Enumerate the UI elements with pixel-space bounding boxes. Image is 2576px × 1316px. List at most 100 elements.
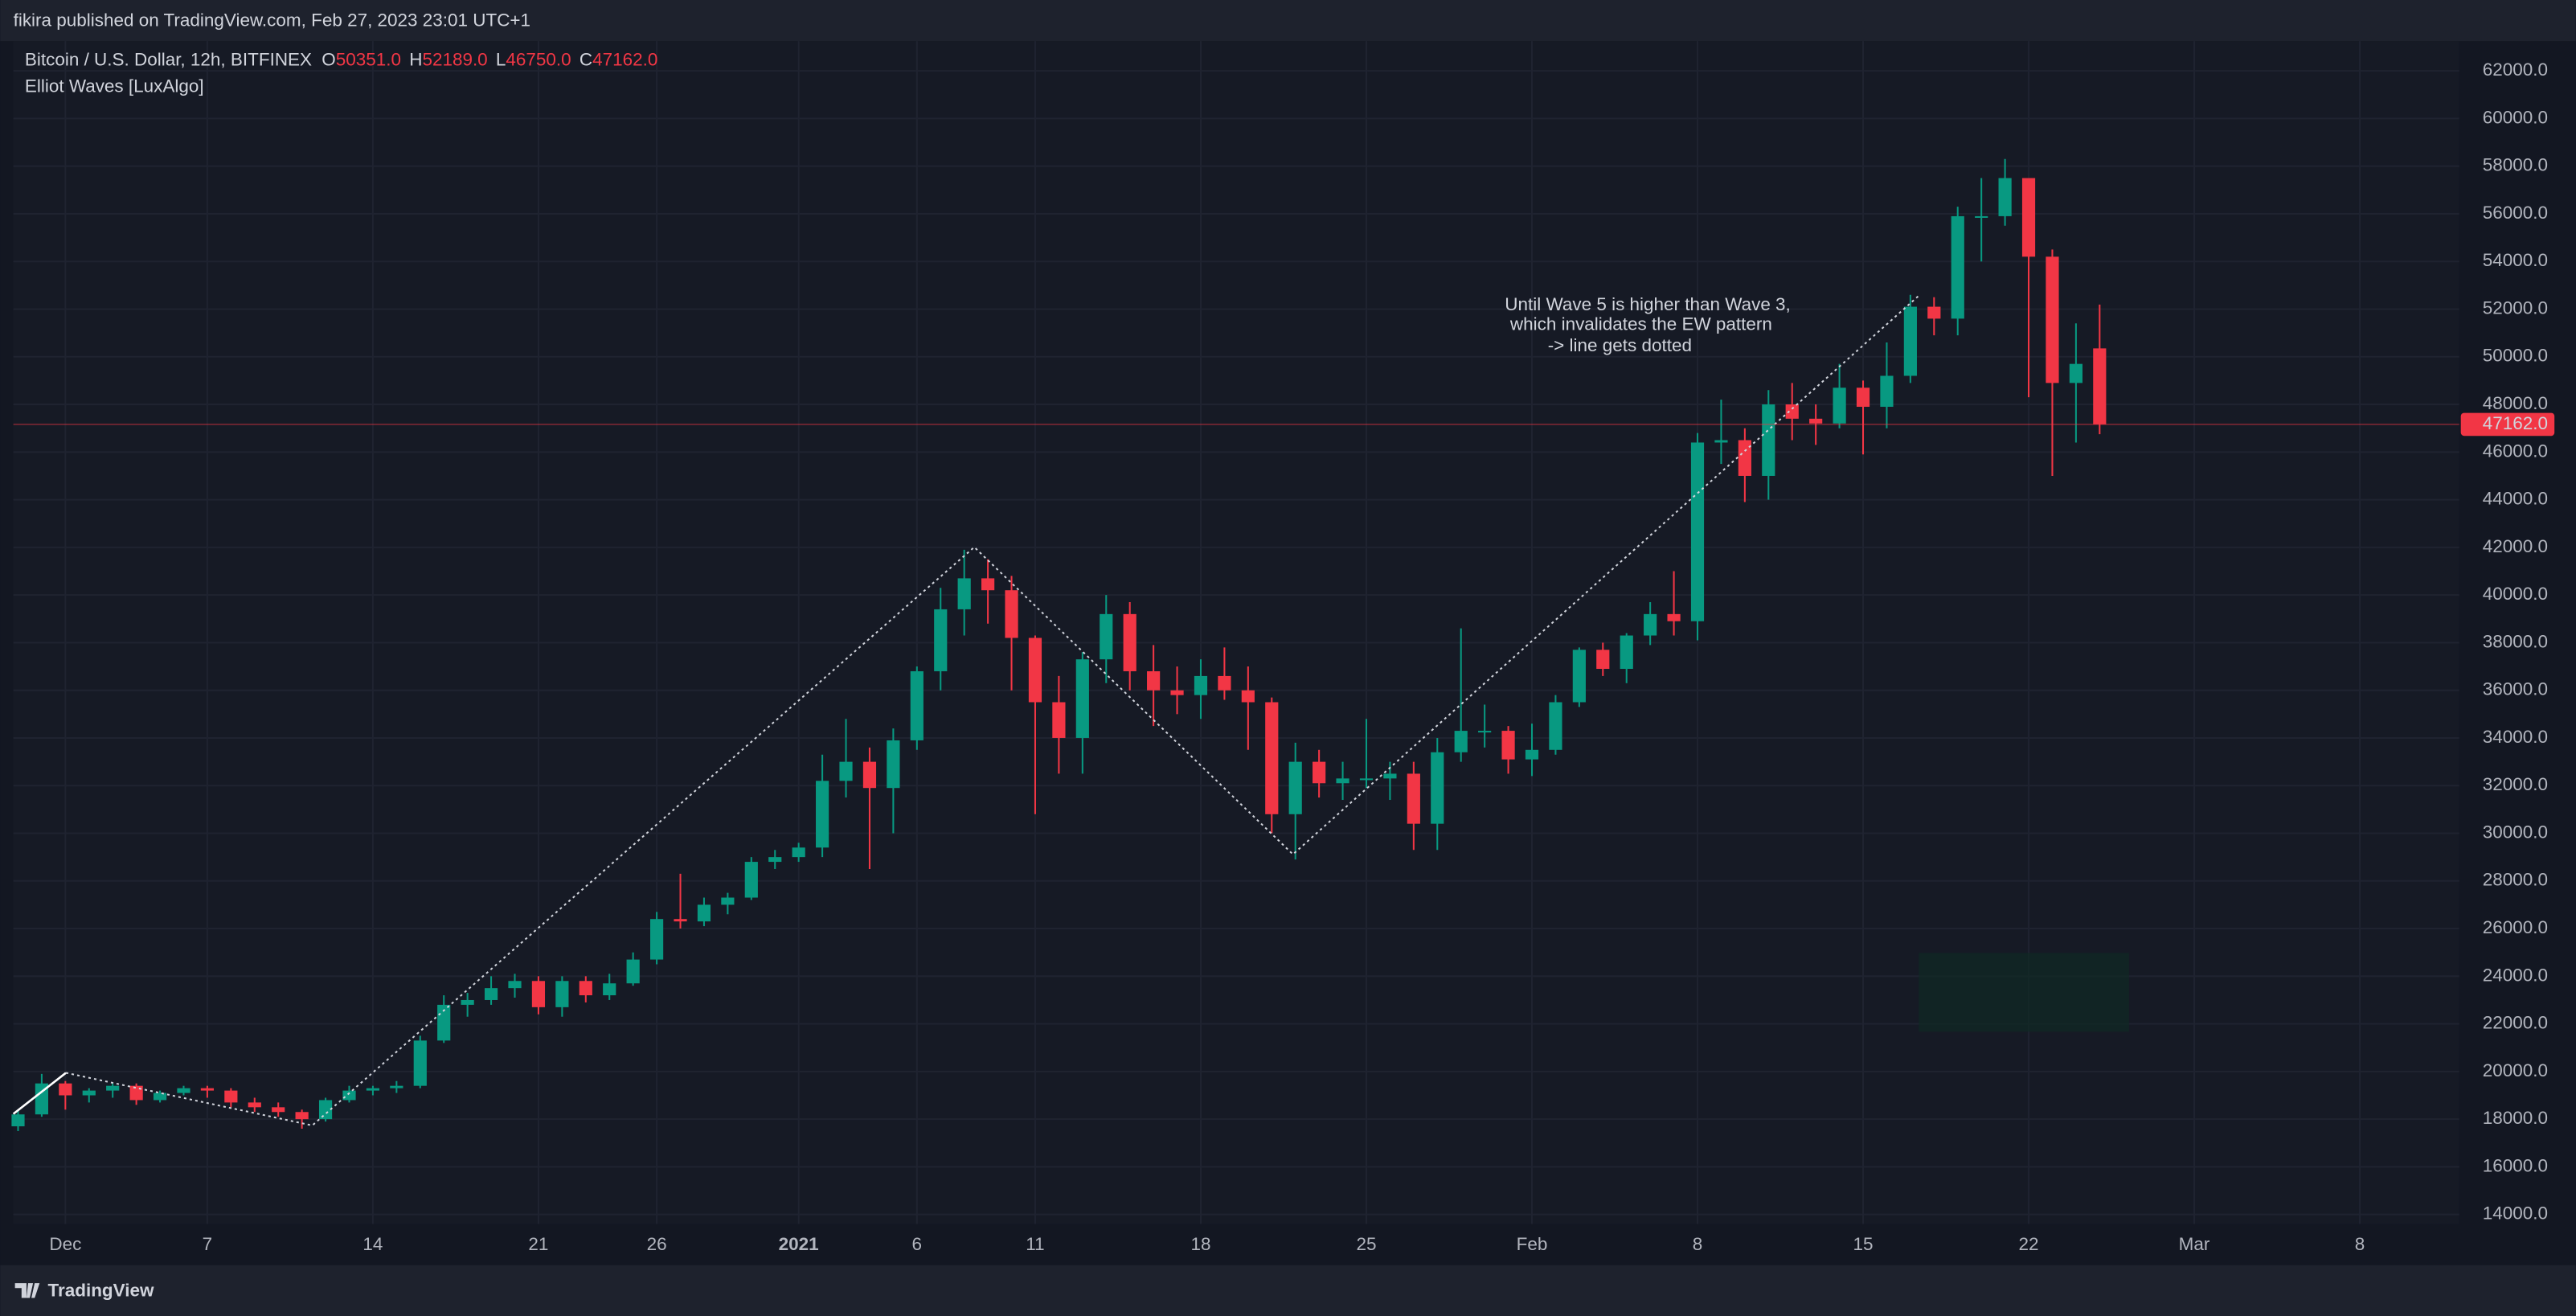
candle-body <box>697 904 711 922</box>
candle-body <box>224 1090 238 1103</box>
y-tick-label: 32000.0 <box>2483 774 2548 794</box>
candle-body <box>1833 387 1846 424</box>
y-tick-label: 18000.0 <box>2483 1108 2548 1128</box>
candle-body <box>649 919 664 960</box>
y-tick-label: 40000.0 <box>2483 584 2548 604</box>
candle-body <box>2069 363 2083 383</box>
y-tick-label: 46000.0 <box>2483 441 2548 461</box>
candle-body <box>2093 348 2107 424</box>
ohlc-value: 52189.0 <box>422 50 487 70</box>
candle-body <box>957 578 971 609</box>
x-tick-label: Dec <box>49 1234 81 1254</box>
y-tick-label: 62000.0 <box>2483 59 2548 80</box>
candle-body <box>910 670 924 740</box>
candle-body <box>35 1083 49 1115</box>
candle-body <box>1100 613 1113 660</box>
candle-body <box>129 1085 143 1101</box>
candle-body <box>1265 702 1279 814</box>
y-tick-label: 58000.0 <box>2483 155 2548 175</box>
candle-body <box>1147 670 1161 691</box>
y-tick-label: 48000.0 <box>2483 393 2548 413</box>
x-tick-label: 22 <box>2019 1234 2039 1254</box>
x-tick-label: 8 <box>2355 1234 2365 1254</box>
y-tick-label: 28000.0 <box>2483 870 2548 890</box>
candle-body <box>1313 761 1326 784</box>
candle-body <box>153 1093 167 1101</box>
candle-body <box>1501 731 1515 760</box>
candle-body <box>1644 613 1657 636</box>
y-tick-label: 38000.0 <box>2483 631 2548 651</box>
last-price-label: 47162.0 <box>2483 413 2548 433</box>
y-tick-label: 16000.0 <box>2483 1155 2548 1175</box>
x-tick-label: Mar <box>2179 1234 2210 1254</box>
candle-body <box>531 981 546 1007</box>
candle-body <box>744 862 758 898</box>
candle-body <box>1690 442 1705 621</box>
candle-body <box>82 1090 96 1096</box>
y-tick-label: 36000.0 <box>2483 679 2548 699</box>
publisher: fikira published on TradingView.com, Feb… <box>14 10 530 31</box>
zone-box <box>1919 953 2129 1032</box>
candle-body <box>1170 690 1184 695</box>
candle-body <box>1667 613 1681 621</box>
candle-body <box>1028 638 1042 703</box>
logo-icon <box>14 1283 40 1298</box>
candle-body <box>2046 256 2059 383</box>
y-tick-label: 56000.0 <box>2483 203 2548 223</box>
candle-body <box>1762 404 1775 476</box>
candle-body <box>1336 778 1349 784</box>
bottom-bar <box>0 1265 2576 1316</box>
x-tick-label: 7 <box>203 1234 213 1254</box>
logo: TradingView <box>14 1280 154 1300</box>
candle-body <box>1052 702 1066 738</box>
y-tick-label: 60000.0 <box>2483 107 2548 127</box>
y-tick-label: 14000.0 <box>2483 1203 2548 1224</box>
x-tick-label: 14 <box>362 1234 383 1254</box>
candles <box>11 158 2107 1131</box>
y-tick-label: 54000.0 <box>2483 250 2548 270</box>
ohlc-key: C <box>579 50 592 70</box>
candle-body <box>1975 215 1988 218</box>
candle-body <box>1714 440 1728 443</box>
x-tick-label: 6 <box>912 1234 923 1254</box>
x-tick-label: 26 <box>647 1234 667 1254</box>
x-tick-label: 15 <box>1853 1234 1874 1254</box>
last-price-tag <box>2460 412 2555 437</box>
candle-body <box>1241 690 1255 703</box>
candle-body <box>603 983 616 996</box>
candle-body <box>1903 306 1917 376</box>
ohlc-key: O <box>321 50 335 70</box>
candle-body <box>721 897 735 905</box>
candle-body <box>792 847 805 858</box>
candle-body <box>674 919 687 922</box>
candle-body <box>579 981 592 996</box>
candle-body <box>484 988 498 1000</box>
candle-body <box>366 1088 380 1091</box>
candle-body <box>1431 752 1444 824</box>
symbol-name: Bitcoin / U.S. Dollar, 12h, BITFINEX <box>25 50 312 70</box>
candle-body <box>1075 659 1089 738</box>
candle-body <box>295 1112 309 1120</box>
logo-text: TradingView <box>48 1280 154 1300</box>
x-tick-label: 11 <box>1026 1234 1044 1254</box>
y-tick-label: 42000.0 <box>2483 536 2548 556</box>
wave-lines <box>12 295 1919 1127</box>
candle-body <box>59 1083 72 1096</box>
candle-body <box>1478 731 1492 733</box>
x-tick-label: 2021 <box>779 1234 819 1254</box>
candle-body <box>1738 440 1751 476</box>
candle-body <box>981 578 995 591</box>
plot-area <box>13 41 2459 1224</box>
candle-body <box>1785 404 1799 419</box>
candle-body <box>1383 773 1397 779</box>
candle-body <box>1454 731 1468 752</box>
candle-body <box>1998 178 2012 216</box>
candle-body <box>1407 773 1420 824</box>
indicator: Elliot Waves [LuxAlgo] <box>25 76 204 96</box>
y-tick-label: 30000.0 <box>2483 822 2548 842</box>
candle-body <box>934 609 948 671</box>
candle-body <box>1620 635 1633 670</box>
candle-body <box>1288 761 1302 814</box>
y-tick-label: 50000.0 <box>2483 346 2548 366</box>
